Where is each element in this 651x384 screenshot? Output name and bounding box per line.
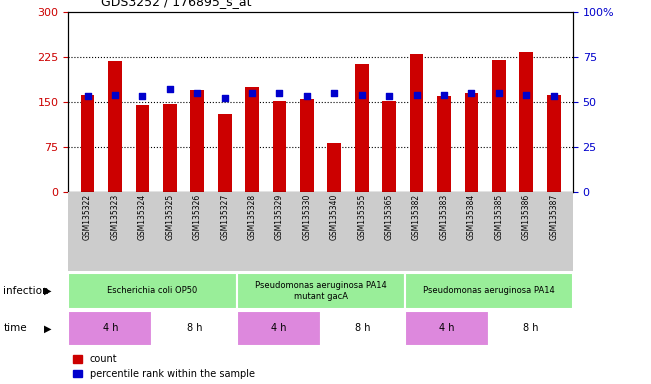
Text: GSM135384: GSM135384 [467, 194, 476, 240]
Text: Pseudomonas aeruginosa PA14
mutant gacA: Pseudomonas aeruginosa PA14 mutant gacA [255, 281, 387, 301]
Bar [163, 104, 176, 192]
Text: 8 h: 8 h [187, 323, 202, 333]
Point [466, 90, 477, 96]
Point [82, 93, 92, 99]
Bar [273, 101, 286, 192]
Bar [190, 90, 204, 192]
Point [493, 90, 504, 96]
Bar [405, 273, 573, 309]
Bar [68, 192, 573, 271]
Text: GSM135365: GSM135365 [385, 194, 394, 240]
Bar [465, 93, 478, 192]
Bar [68, 311, 152, 346]
Bar [437, 96, 451, 192]
Bar [236, 273, 405, 309]
Text: GSM135324: GSM135324 [138, 194, 147, 240]
Bar [320, 311, 405, 346]
Point [329, 90, 340, 96]
Point [411, 91, 422, 98]
Text: GSM135386: GSM135386 [521, 194, 531, 240]
Point [384, 93, 395, 99]
Bar [218, 114, 232, 192]
Text: GSM135385: GSM135385 [494, 194, 503, 240]
Bar [355, 65, 368, 192]
Bar [300, 99, 314, 192]
Text: GSM135387: GSM135387 [549, 194, 558, 240]
Text: Escherichia coli OP50: Escherichia coli OP50 [107, 286, 197, 295]
Text: Pseudomonas aeruginosa PA14: Pseudomonas aeruginosa PA14 [423, 286, 555, 295]
Text: GDS3252 / 176895_s_at: GDS3252 / 176895_s_at [101, 0, 251, 8]
Text: GSM135355: GSM135355 [357, 194, 367, 240]
Bar [519, 52, 533, 192]
Text: GSM135323: GSM135323 [111, 194, 120, 240]
Text: GSM135328: GSM135328 [247, 194, 256, 240]
Point [301, 93, 312, 99]
Text: 4 h: 4 h [271, 323, 286, 333]
Point [192, 90, 202, 96]
Point [439, 91, 449, 98]
Point [274, 90, 284, 96]
Bar [382, 101, 396, 192]
Point [357, 91, 367, 98]
Text: infection: infection [3, 286, 49, 296]
Bar [236, 311, 320, 346]
Text: 4 h: 4 h [103, 323, 118, 333]
Point [110, 91, 120, 98]
Bar [81, 94, 94, 192]
Bar [152, 311, 236, 346]
Text: GSM135382: GSM135382 [412, 194, 421, 240]
Point [165, 86, 175, 92]
Bar [405, 311, 489, 346]
Text: GSM135322: GSM135322 [83, 194, 92, 240]
Point [219, 95, 230, 101]
Text: ▶: ▶ [44, 286, 51, 296]
Legend: count, percentile rank within the sample: count, percentile rank within the sample [73, 354, 255, 379]
Bar [108, 61, 122, 192]
Text: 8 h: 8 h [355, 323, 370, 333]
Text: ▶: ▶ [44, 323, 51, 333]
Bar [547, 94, 561, 192]
Text: GSM135327: GSM135327 [220, 194, 229, 240]
Text: GSM135329: GSM135329 [275, 194, 284, 240]
Bar [409, 54, 423, 192]
Point [549, 93, 559, 99]
Text: GSM135325: GSM135325 [165, 194, 174, 240]
Text: GSM135326: GSM135326 [193, 194, 202, 240]
Text: GSM135383: GSM135383 [439, 194, 449, 240]
Bar [492, 60, 506, 192]
Bar [489, 311, 573, 346]
Text: GSM135340: GSM135340 [330, 194, 339, 240]
Point [137, 93, 148, 99]
Bar [135, 105, 149, 192]
Point [247, 90, 257, 96]
Bar [327, 143, 341, 192]
Bar [68, 273, 236, 309]
Text: GSM135330: GSM135330 [303, 194, 311, 240]
Point [521, 91, 531, 98]
Text: time: time [3, 323, 27, 333]
Text: 4 h: 4 h [439, 323, 454, 333]
Bar [245, 87, 259, 192]
Text: 8 h: 8 h [523, 323, 538, 333]
